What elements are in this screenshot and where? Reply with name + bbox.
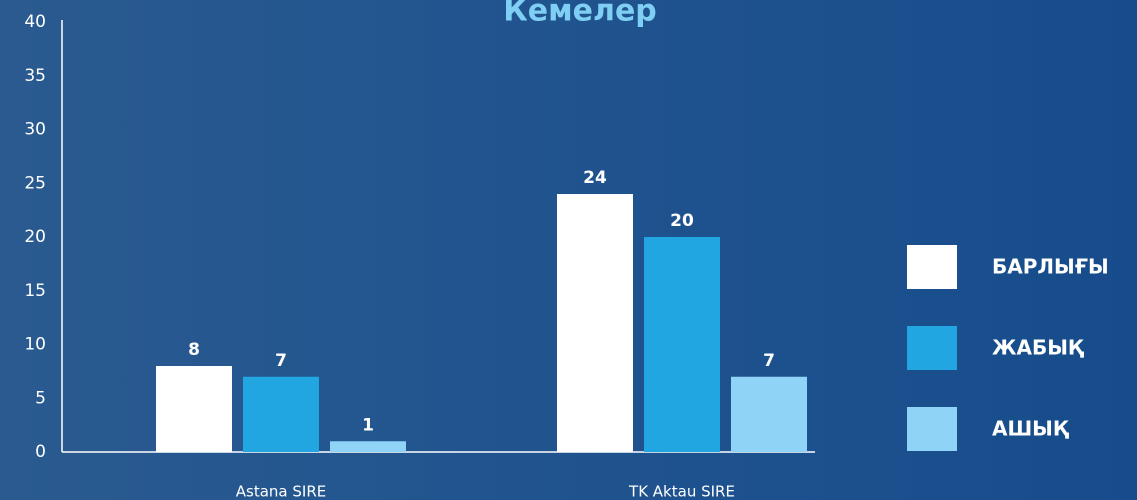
y-tick-label: 35 [24,66,46,86]
legend-swatch [907,407,957,451]
data-label: 24 [583,168,607,188]
y-tick-label: 15 [24,281,46,301]
legend-label: БАРЛЫҒЫ [992,255,1109,279]
legend-label: АШЫҚ [992,417,1070,441]
legend-swatch [907,326,957,370]
y-tick-label: 40 [24,12,46,32]
data-label: 1 [362,415,374,435]
y-tick-label: 20 [24,227,46,247]
bar [557,194,633,452]
y-tick-label: 25 [24,173,46,193]
data-label: 7 [763,351,775,371]
y-tick-label: 10 [24,335,46,355]
bar [156,366,232,452]
data-label: 7 [275,351,287,371]
data-label: 8 [188,340,200,360]
legend-label: ЖАБЫҚ [992,336,1085,360]
data-label: 20 [670,211,694,231]
bar [731,376,807,452]
bar [330,441,406,452]
chart-title: Кемелер [503,0,657,29]
legend-swatch [907,245,957,289]
x-tick-label: Astana SIRE [236,483,326,500]
x-tick-label: TK Aktau SIRE [628,483,735,500]
y-tick-label: 30 [24,120,46,140]
y-tick-label: 5 [35,388,46,408]
bar [644,237,720,452]
bar [243,376,319,452]
y-tick-label: 0 [35,442,46,462]
